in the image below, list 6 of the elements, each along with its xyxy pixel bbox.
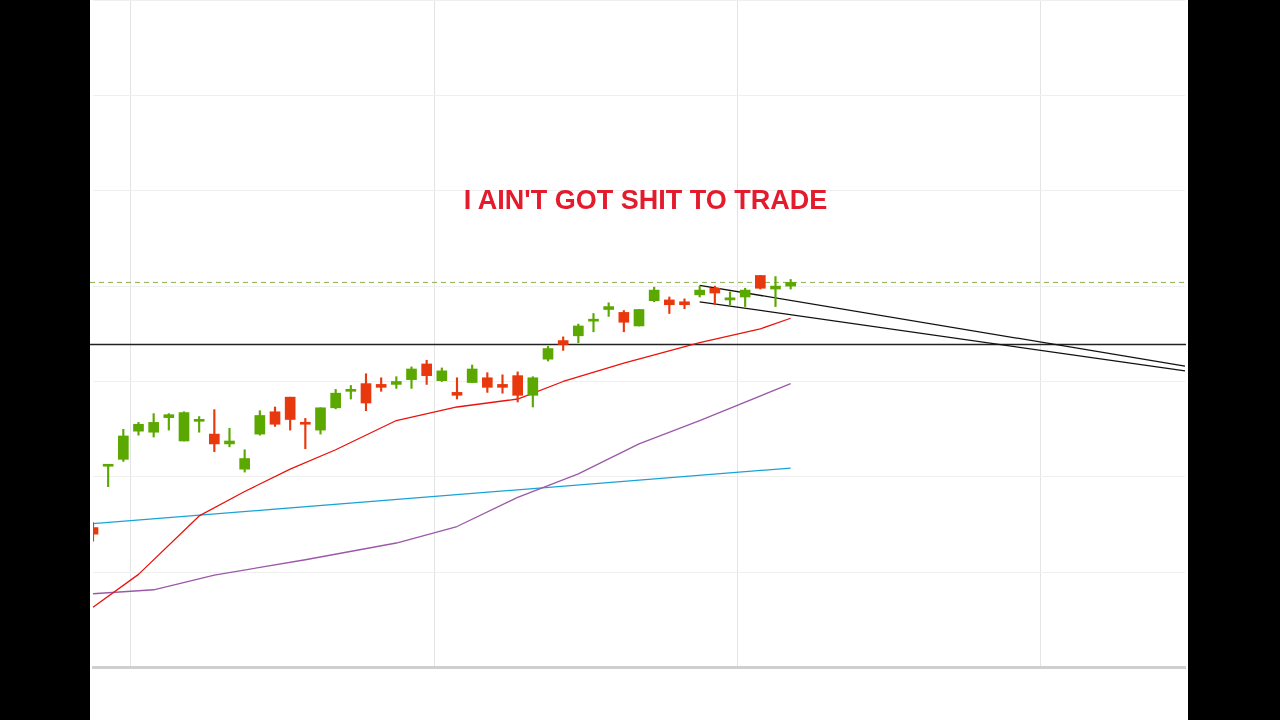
candlestick (633, 309, 645, 327)
candlestick (482, 372, 493, 393)
chart-title: I AIN'T GOT SHIT TO TRADE (463, 185, 828, 216)
candlestick (391, 376, 402, 389)
candlestick (603, 302, 614, 317)
candlestick (300, 418, 311, 450)
